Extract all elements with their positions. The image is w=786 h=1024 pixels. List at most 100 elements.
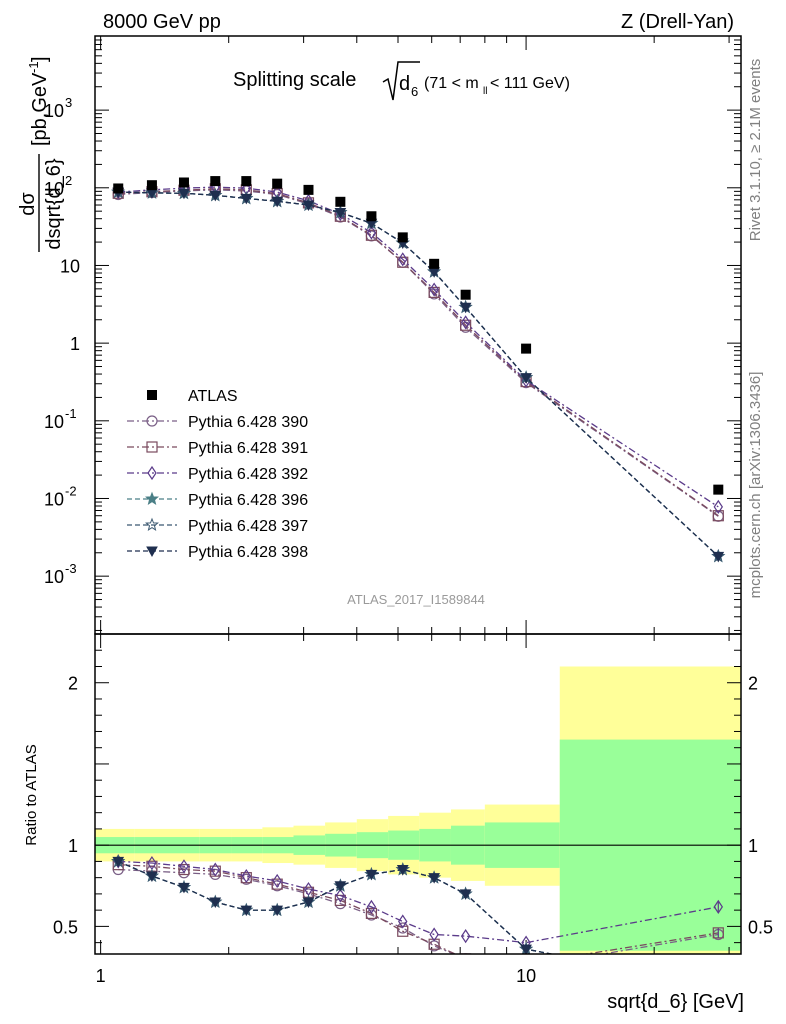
ylabel-numerator: dσ — [17, 192, 39, 216]
title-range-tail: < 111 GeV) — [490, 75, 570, 92]
data-point — [429, 258, 440, 269]
legend-item: Pythia 6.428 397 — [127, 517, 308, 535]
title-range: (71 < m — [424, 75, 479, 92]
y-tick-label: 10 2 — [44, 173, 72, 199]
series-point — [302, 200, 315, 212]
ratio-point — [520, 944, 532, 954]
ratio-point — [209, 897, 222, 909]
ratio-y-axis-label: Ratio to ATLAS — [23, 744, 40, 845]
ratio-tick-label-left: 0.5 — [53, 917, 78, 937]
ratio-tick-label-right: 0.5 — [748, 917, 773, 937]
legend-marker — [147, 465, 157, 481]
series-atlas-data — [113, 176, 724, 495]
series-pythia-6-428-392 — [113, 180, 724, 514]
ratio-point — [428, 938, 440, 950]
ratio-point — [240, 905, 253, 917]
data-point — [366, 211, 377, 222]
data-point — [460, 289, 471, 300]
y-tick-label-exp: -1 — [65, 406, 77, 421]
data-point — [521, 343, 532, 354]
ratio-point — [178, 882, 190, 894]
ratio-point — [366, 899, 377, 914]
ratio-point — [713, 981, 724, 992]
legend: ATLAS Pythia 6.428 390 Pythia 6.428 391 Pyt… — [127, 388, 308, 561]
ratio-point — [241, 868, 252, 884]
main-plot-series — [111, 176, 726, 563]
ratio-tick-label-right: 1 — [748, 836, 758, 856]
ratio-line — [117, 860, 555, 954]
data-point — [303, 184, 314, 195]
legend-marker — [145, 517, 159, 532]
title-d: d — [399, 73, 410, 95]
ylabel-denominator: dsqrt{d_6} — [43, 158, 65, 250]
ratio-tick-label-left: 2 — [68, 674, 78, 694]
ratio-point — [179, 859, 189, 874]
y-tick-label-base: 10 — [44, 179, 64, 199]
series-line — [118, 186, 719, 508]
series-point — [240, 193, 253, 205]
ratio-point — [398, 914, 408, 929]
ratio-point — [429, 927, 439, 942]
data-point — [713, 484, 724, 495]
ratio-point — [397, 925, 409, 937]
series-point — [366, 225, 377, 240]
ratio-point — [210, 862, 221, 877]
legend-marker — [146, 441, 158, 453]
y-tick-label-base: 10 — [44, 567, 64, 587]
series-point — [520, 373, 532, 384]
x-tick-label: 1 — [96, 966, 106, 986]
series-point — [178, 188, 190, 200]
legend-label: ATLAS — [188, 388, 238, 405]
ratio-plot-series — [111, 854, 724, 992]
series-point — [712, 510, 724, 522]
x-tick-label: 10 — [516, 966, 536, 986]
y-tick-label: 10 3 — [44, 95, 72, 121]
ratio-point — [428, 873, 440, 884]
y-tick-label-base: 10 — [60, 256, 80, 276]
ratio-point — [334, 881, 347, 892]
ylabel-units-tail: ] — [29, 56, 51, 62]
data-point — [272, 178, 283, 189]
legend-label: Pythia 6.428 390 — [188, 414, 308, 431]
series-point — [428, 286, 440, 298]
series-point — [429, 282, 439, 297]
data-point — [178, 177, 189, 188]
data-point — [335, 196, 346, 207]
legend-item: Pythia 6.428 396 — [127, 491, 308, 509]
main-plot-title: Splitting scale d 6 (71 < m ll < 111 GeV… — [233, 61, 570, 101]
ratio-point — [112, 856, 125, 868]
title-d-sub: 6 — [411, 84, 418, 99]
title-range-sub: ll — [483, 86, 487, 97]
energy-label: 8000 GeV pp — [103, 11, 221, 33]
legend-item: Pythia 6.428 392 — [127, 465, 308, 483]
ratio-point — [302, 897, 315, 909]
y-tick-label-base: 10 — [44, 101, 64, 121]
series-point — [460, 319, 472, 331]
ratio-point — [396, 865, 409, 876]
legend-label: Pythia 6.428 392 — [188, 466, 308, 483]
legend-marker — [146, 415, 158, 427]
ratio-point — [365, 907, 378, 919]
y-tick-label-exp: -3 — [65, 561, 77, 576]
y-tick-label-base: 10 — [44, 412, 64, 432]
ratio-plot-frame — [94, 633, 742, 955]
data-point — [113, 183, 124, 194]
rivet-version-label: Rivet 3.1.10, ≥ 2.1M events — [747, 59, 764, 242]
series-point — [398, 252, 408, 267]
series-point — [460, 315, 471, 330]
data-point — [146, 180, 157, 191]
ratio-point — [365, 869, 378, 881]
analysis-id-label: ATLAS_2017_I1589844 — [347, 592, 485, 607]
legend-label: Pythia 6.428 398 — [188, 544, 308, 561]
ratio-uncertainty-bands — [95, 666, 741, 954]
series-point — [713, 499, 724, 514]
process-label: Z (Drell-Yan) — [621, 11, 734, 33]
legend-item: Pythia 6.428 390 — [127, 414, 308, 431]
legend-label: Pythia 6.428 397 — [188, 518, 308, 535]
series-pythia-6-428-398 — [112, 187, 725, 563]
ratio-point — [713, 981, 724, 992]
data-point — [397, 232, 408, 243]
ratio-plot-ticks: 0.5 0.5 1 1 2 2 1 10 — [53, 634, 773, 986]
